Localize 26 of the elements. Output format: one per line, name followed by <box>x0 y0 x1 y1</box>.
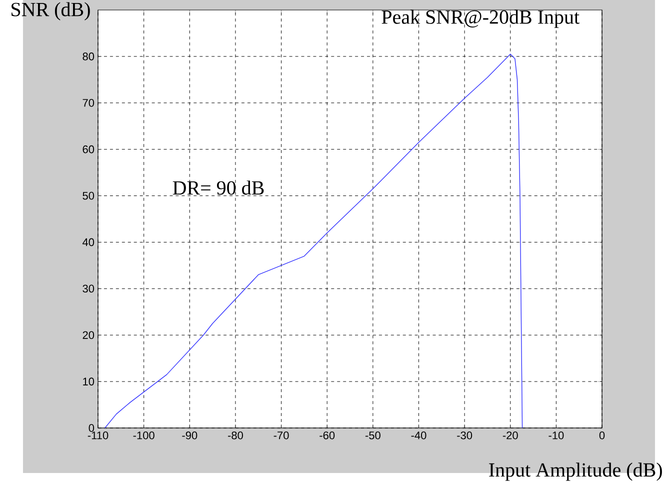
annotation: Peak SNR@-20dB Input <box>382 10 580 28</box>
x-tick-label: -70 <box>274 432 289 440</box>
y-tick-label: 30 <box>82 284 94 293</box>
y-tick-label: 0 <box>88 424 94 432</box>
x-tick-label: -50 <box>365 432 380 440</box>
x-tick-label: -100 <box>133 432 154 440</box>
y-axis-title: SNR (dB) <box>12 2 90 20</box>
y-tick-label: 50 <box>82 192 94 200</box>
x-tick-label: -30 <box>457 432 472 440</box>
x-tick-label: -90 <box>182 432 198 440</box>
y-tick-label: 60 <box>82 145 94 154</box>
x-tick-label: -40 <box>411 432 426 440</box>
x-tick-label: -60 <box>320 432 335 440</box>
y-tick-label: 80 <box>82 52 94 60</box>
line-series <box>104 54 523 428</box>
y-tick-label: 40 <box>82 238 94 246</box>
y-tick-label: 20 <box>82 331 94 339</box>
x-tick-label: -80 <box>228 432 243 440</box>
x-axis-title: Input Amplitude (dB) <box>489 462 662 481</box>
x-tick-label: 0 <box>599 432 605 440</box>
x-tick-label: -20 <box>502 432 518 440</box>
x-tick-label: -110 <box>88 432 108 440</box>
x-tick-label: -10 <box>548 432 564 440</box>
annotation: DR= 90 dB <box>172 180 264 195</box>
y-tick-label: 70 <box>82 98 94 107</box>
y-tick-label: 10 <box>83 378 94 386</box>
